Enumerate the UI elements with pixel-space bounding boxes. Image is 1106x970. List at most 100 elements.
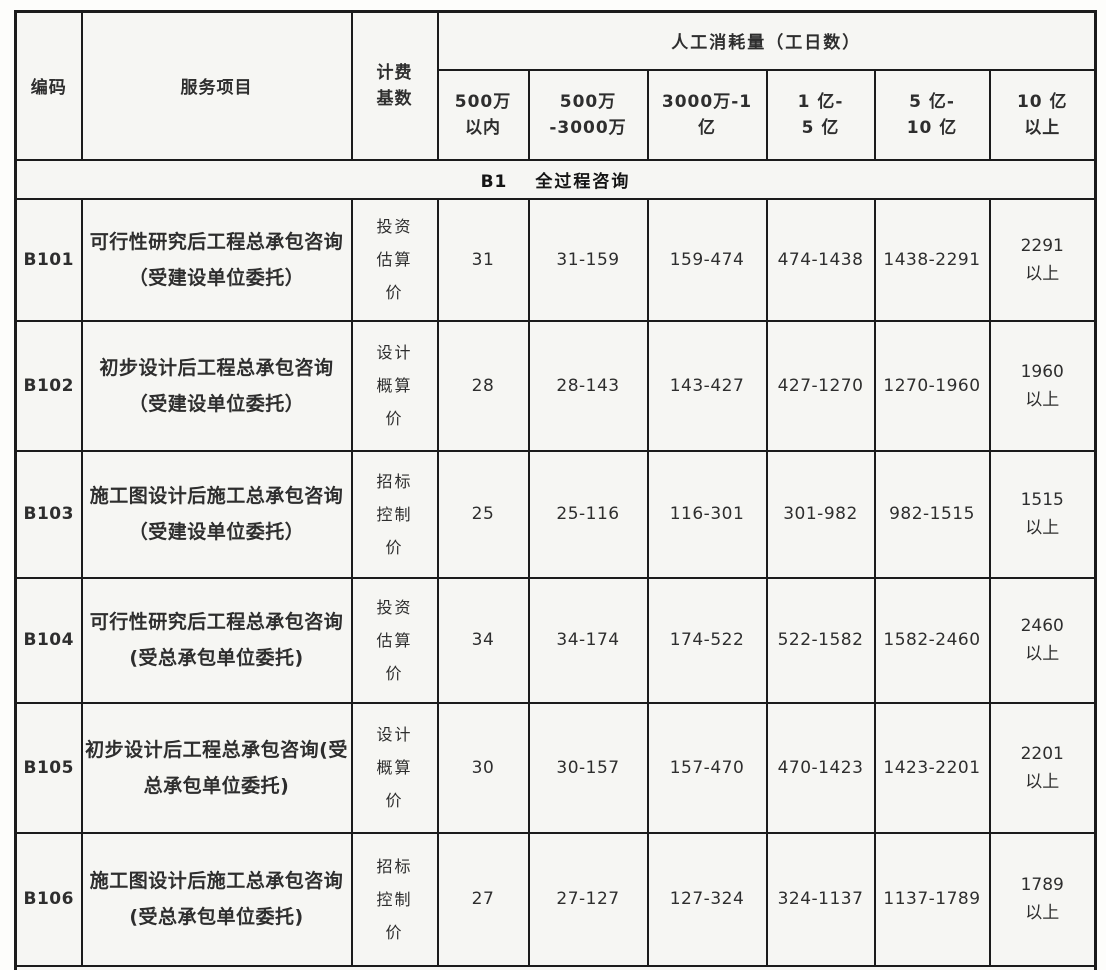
header-labor-consumption: 人工消耗量（工日数） (436, 10, 1097, 71)
value-cell-over: 2201 以上 (988, 701, 1097, 834)
value-cell: 30-157 (527, 701, 649, 834)
range-line: 500万 (454, 91, 512, 112)
basis-line: 控制 (376, 504, 413, 524)
basis-line: 投资 (376, 597, 413, 617)
section-band-b1: B1 全过程咨询 (14, 158, 1097, 200)
table-row: B101 可行性研究后工程总承包咨询 （受建设单位委托） 投资 估算 价 31 … (14, 197, 1097, 322)
value-line: 以上 (1025, 771, 1060, 792)
basis-line: 估算 (376, 630, 413, 650)
value-cell: 127-324 (646, 831, 768, 967)
value-cell: 474-1438 (765, 197, 876, 322)
range-line: 5 亿- (909, 91, 955, 112)
basis-line: 招标 (376, 471, 413, 491)
range-line: 3000万-1 (661, 91, 753, 112)
range-line: 1 亿- (797, 91, 844, 112)
value-cell-over: 2291 以上 (988, 197, 1097, 322)
header-fee-basis-line2: 基数 (376, 88, 413, 109)
value-line: 以上 (1025, 644, 1060, 664)
value-cell: 427-1270 (765, 319, 876, 452)
value-cell: 157-470 (646, 701, 768, 834)
basis-line: 价 (385, 537, 404, 557)
range-line: 10 亿 (1016, 91, 1068, 112)
value-cell: 522-1582 (765, 576, 876, 704)
table-row: B104 可行性研究后工程总承包咨询(受总承包单位委托) 投资 估算 价 34 … (14, 576, 1097, 704)
service-item-cell: 可行性研究后工程总承包咨询(受总承包单位委托) (80, 576, 353, 704)
value-cell: 1423-2201 (873, 701, 991, 834)
table-row: B106 施工图设计后施工总承包咨询(受总承包单位委托) 招标 控制 价 27 … (14, 831, 1097, 967)
fee-basis-cell: 投资 估算 价 (350, 197, 439, 322)
range-line: 10 亿 (906, 117, 958, 138)
value-cell: 1582-2460 (873, 576, 991, 704)
value-line: 以上 (1025, 903, 1060, 923)
section-code: B1 (480, 171, 508, 192)
value-cell: 31-159 (527, 197, 649, 322)
value-cell-over: 1515 以上 (988, 449, 1097, 579)
value-cell: 27 (436, 831, 530, 967)
section-title: 全过程咨询 (535, 171, 631, 192)
basis-line: 设计 (376, 725, 413, 744)
basis-line: 价 (385, 663, 404, 683)
service-item-cell: 施工图设计后施工总承包咨询(受总承包单位委托) (80, 831, 353, 967)
value-cell: 25 (436, 449, 530, 579)
fee-basis-cell: 招标 控制 价 (350, 831, 439, 967)
value-cell: 34 (436, 576, 530, 704)
range-line: 以内 (465, 117, 501, 138)
range-line: 500万 (559, 91, 617, 112)
service-item-cell: 施工图设计后施工总承包咨询 （受建设单位委托） (80, 449, 353, 579)
value-line: 以上 (1025, 518, 1060, 538)
value-cell: 31 (436, 197, 530, 322)
service-item-cell: 初步设计后工程总承包咨询(受总承包单位委托) (80, 701, 353, 834)
fee-basis-cell: 设计 概算 价 (350, 319, 439, 452)
table-row: B102 初步设计后工程总承包咨询 （受建设单位委托） 设计 概算 价 28 2… (14, 319, 1097, 452)
header-fee-basis: 计费 基数 (350, 10, 439, 161)
header-range-under-500w: 500万 以内 (436, 68, 530, 161)
header-range-5y-10y: 5 亿- 10 亿 (873, 68, 991, 161)
row-code: B103 (14, 449, 83, 579)
row-code: B104 (14, 576, 83, 704)
table-row: B105 初步设计后工程总承包咨询(受总承包单位委托) 设计 概算 价 30 3… (14, 701, 1097, 834)
partial-next-section-row (14, 964, 1097, 970)
value-cell: 324-1137 (765, 831, 876, 967)
row-code: B101 (14, 197, 83, 322)
basis-line: 价 (385, 409, 404, 428)
value-cell-over: 1789 以上 (988, 831, 1097, 967)
value-cell-over: 2460 以上 (988, 576, 1097, 704)
row-code: B105 (14, 701, 83, 834)
header-service: 服务项目 (80, 10, 353, 161)
partial-section-cell (14, 964, 1097, 970)
header-code: 编码 (14, 10, 83, 161)
service-item-cell: 可行性研究后工程总承包咨询 （受建设单位委托） (80, 197, 353, 322)
value-cell: 174-522 (646, 576, 768, 704)
value-cell: 982-1515 (873, 449, 991, 579)
basis-line: 估算 (376, 250, 413, 269)
basis-line: 概算 (376, 376, 413, 395)
fee-basis-cell: 招标 控制 价 (350, 449, 439, 579)
basis-line: 价 (385, 283, 404, 302)
value-line: 2291 (1020, 235, 1064, 256)
value-cell: 28 (436, 319, 530, 452)
basis-line: 控制 (376, 889, 413, 909)
value-line: 1960 (1020, 361, 1064, 382)
header-fee-basis-line1: 计费 (376, 62, 413, 83)
labor-consumption-table: 编码 服务项目 计费 基数 人工消耗量（工日数） 500万 以内 500万 -3… (14, 10, 1097, 970)
basis-line: 价 (385, 791, 404, 810)
value-cell: 34-174 (527, 576, 649, 704)
header-range-1y-5y: 1 亿- 5 亿 (765, 68, 876, 161)
basis-line: 价 (385, 922, 404, 942)
value-cell-over: 1960 以上 (988, 319, 1097, 452)
basis-line: 设计 (376, 343, 413, 362)
value-line: 2201 (1020, 743, 1064, 764)
value-line: 1515 (1020, 490, 1064, 510)
range-line: 5 亿 (801, 117, 840, 138)
value-cell: 1270-1960 (873, 319, 991, 452)
value-line: 以上 (1025, 389, 1060, 410)
row-code: B102 (14, 319, 83, 452)
row-code: B106 (14, 831, 83, 967)
value-cell: 27-127 (527, 831, 649, 967)
value-line: 以上 (1025, 263, 1060, 284)
value-line: 1789 (1020, 875, 1064, 895)
header-range-500w-3000w: 500万 -3000万 (527, 68, 649, 161)
value-cell: 470-1423 (765, 701, 876, 834)
fee-basis-cell: 设计 概算 价 (350, 701, 439, 834)
